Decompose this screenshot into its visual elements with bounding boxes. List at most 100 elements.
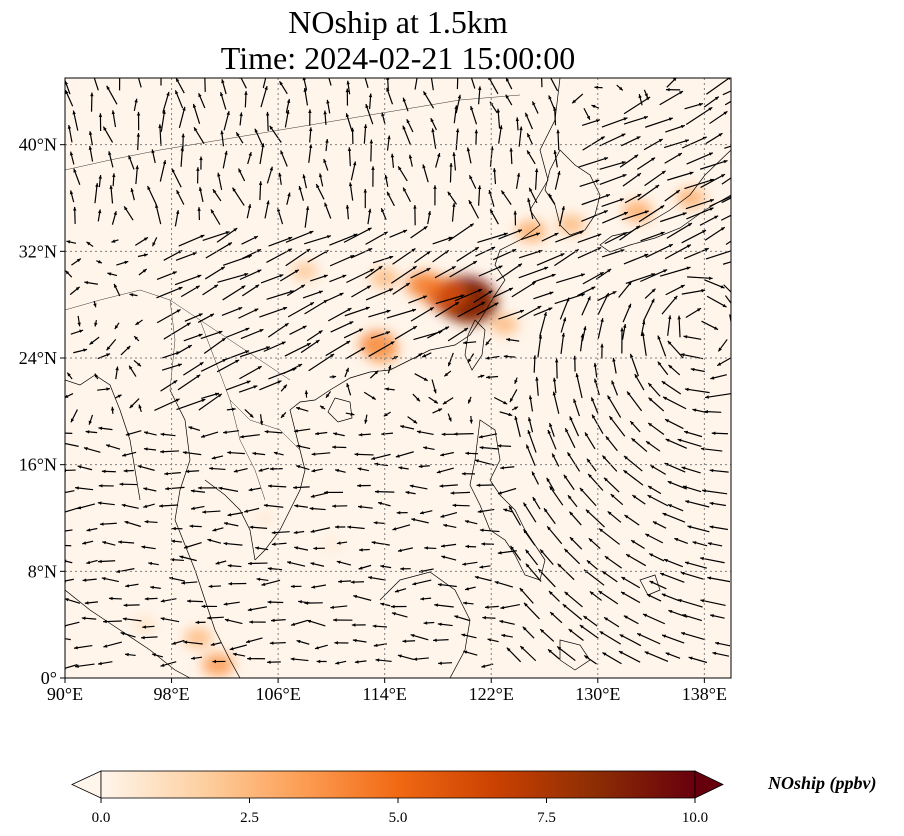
wind-arrow-head — [702, 489, 706, 493]
wind-arrow-head — [336, 560, 341, 564]
wind-arrow-head — [463, 601, 467, 605]
wind-arrow-head — [686, 266, 691, 270]
wind-arrow-head — [644, 93, 648, 98]
wind-arrow-head — [667, 481, 672, 485]
wind-arrow — [200, 330, 223, 340]
wind-arrow-head — [391, 612, 396, 616]
wind-arrow-head — [528, 395, 533, 400]
wind-arrow-head — [323, 274, 328, 278]
wind-arrow-head — [449, 162, 453, 167]
wind-arrow-head — [247, 656, 251, 661]
wind-arrow-head — [710, 376, 715, 380]
wind-arrow-head — [294, 429, 298, 433]
colorbar: 0.0 2.5 5.0 7.5 10.0 NOship (ppbv) — [71, 770, 877, 826]
wind-arrow-head — [687, 223, 692, 227]
wind-arrow-head — [623, 232, 628, 236]
wind-arrow-head — [584, 655, 589, 660]
wind-arrow — [678, 315, 681, 338]
wind-arrow-head — [143, 504, 148, 509]
wind-arrow-head — [621, 133, 626, 137]
wind-arrow-head — [99, 522, 104, 526]
wind-arrow-head — [249, 525, 254, 530]
wind-arrow — [685, 106, 713, 126]
wind-arrow-head — [441, 555, 446, 559]
wind-arrow-head — [320, 405, 325, 410]
wind-arrow-head — [244, 272, 249, 277]
wind-arrow — [725, 240, 731, 246]
wind-arrow-head — [643, 115, 648, 120]
wind-arrow-head — [636, 173, 641, 177]
wind-arrow-head — [447, 191, 452, 196]
wind-arrow-head — [358, 548, 363, 552]
wind-arrow-head — [650, 465, 655, 469]
wind-arrow — [414, 78, 418, 90]
wind-arrow-head — [503, 232, 508, 236]
wind-arrow-head — [586, 115, 590, 120]
wind-arrow-head — [550, 612, 555, 616]
wind-arrow-head — [83, 446, 88, 451]
wind-arrow-head — [196, 167, 200, 171]
wind-arrow — [585, 509, 605, 528]
wind-arrow-head — [150, 585, 154, 590]
wind-arrow — [598, 528, 620, 545]
wind-arrow-head — [144, 431, 148, 435]
wind-arrow-head — [201, 398, 206, 403]
wind-arrow-head — [600, 318, 604, 322]
wind-arrow-head — [116, 569, 121, 574]
wind-arrow-head — [189, 524, 194, 528]
wind-arrow — [259, 380, 282, 391]
wind-arrow-head — [508, 412, 513, 417]
wind-arrow-head — [67, 125, 72, 129]
wind-arrow-head — [406, 119, 410, 124]
wind-arrow-head — [257, 366, 262, 370]
wind-arrow-head — [672, 78, 677, 82]
wind-arrow-head — [469, 419, 473, 424]
wind-arrow-head — [498, 265, 503, 269]
wind-arrow-head — [140, 635, 145, 640]
wind-arrow-head — [257, 249, 262, 253]
wind-arrow-head — [176, 190, 180, 195]
wind-arrow-head — [660, 572, 665, 577]
wind-arrow-head — [135, 321, 140, 325]
wind-arrow-head — [233, 469, 238, 473]
wind-arrow-head — [118, 72, 121, 76]
wind-arrow-head — [477, 509, 482, 514]
wind-arrow-head — [510, 545, 515, 550]
wind-arrow-head — [304, 601, 309, 605]
wind-arrow — [160, 110, 166, 132]
concentration-hotspot — [406, 271, 444, 298]
wind-arrow-head — [674, 538, 679, 542]
wind-arrow-head — [474, 459, 479, 463]
wind-arrow-head — [646, 441, 651, 445]
wind-arrow-head — [283, 384, 287, 389]
wind-arrow — [351, 285, 372, 298]
wind-arrow-head — [689, 171, 694, 175]
wind-arrow-head — [188, 426, 193, 430]
wind-arrow-head — [561, 332, 566, 337]
wind-arrow-head — [65, 598, 69, 602]
wind-arrow-head — [309, 230, 314, 235]
wind-arrow-head — [621, 161, 626, 165]
wind-arrow-head — [124, 260, 129, 265]
wind-arrow-head — [358, 328, 363, 332]
wind-arrow-head — [335, 468, 340, 473]
wind-arrow — [645, 117, 673, 128]
wind-arrow-head — [599, 272, 604, 276]
wind-arrow — [662, 396, 687, 410]
wind-arrow-head — [238, 307, 243, 311]
wind-arrow — [623, 116, 649, 125]
wind-arrow-head — [70, 418, 75, 423]
wind-arrow-head — [207, 616, 211, 620]
wind-arrow-head — [147, 186, 151, 191]
wind-arrow-head — [711, 431, 716, 435]
wind-arrow-head — [437, 153, 441, 157]
wind-arrow-head — [325, 393, 330, 398]
wind-arrow-head — [325, 139, 329, 143]
wind-arrow — [579, 624, 599, 639]
wind-arrow-head — [491, 247, 496, 251]
wind-arrow-head — [365, 104, 369, 109]
wind-arrow-head — [572, 99, 577, 104]
wind-arrow — [216, 359, 240, 373]
wind-arrow-head — [565, 428, 569, 433]
wind-arrow-head — [452, 152, 456, 156]
